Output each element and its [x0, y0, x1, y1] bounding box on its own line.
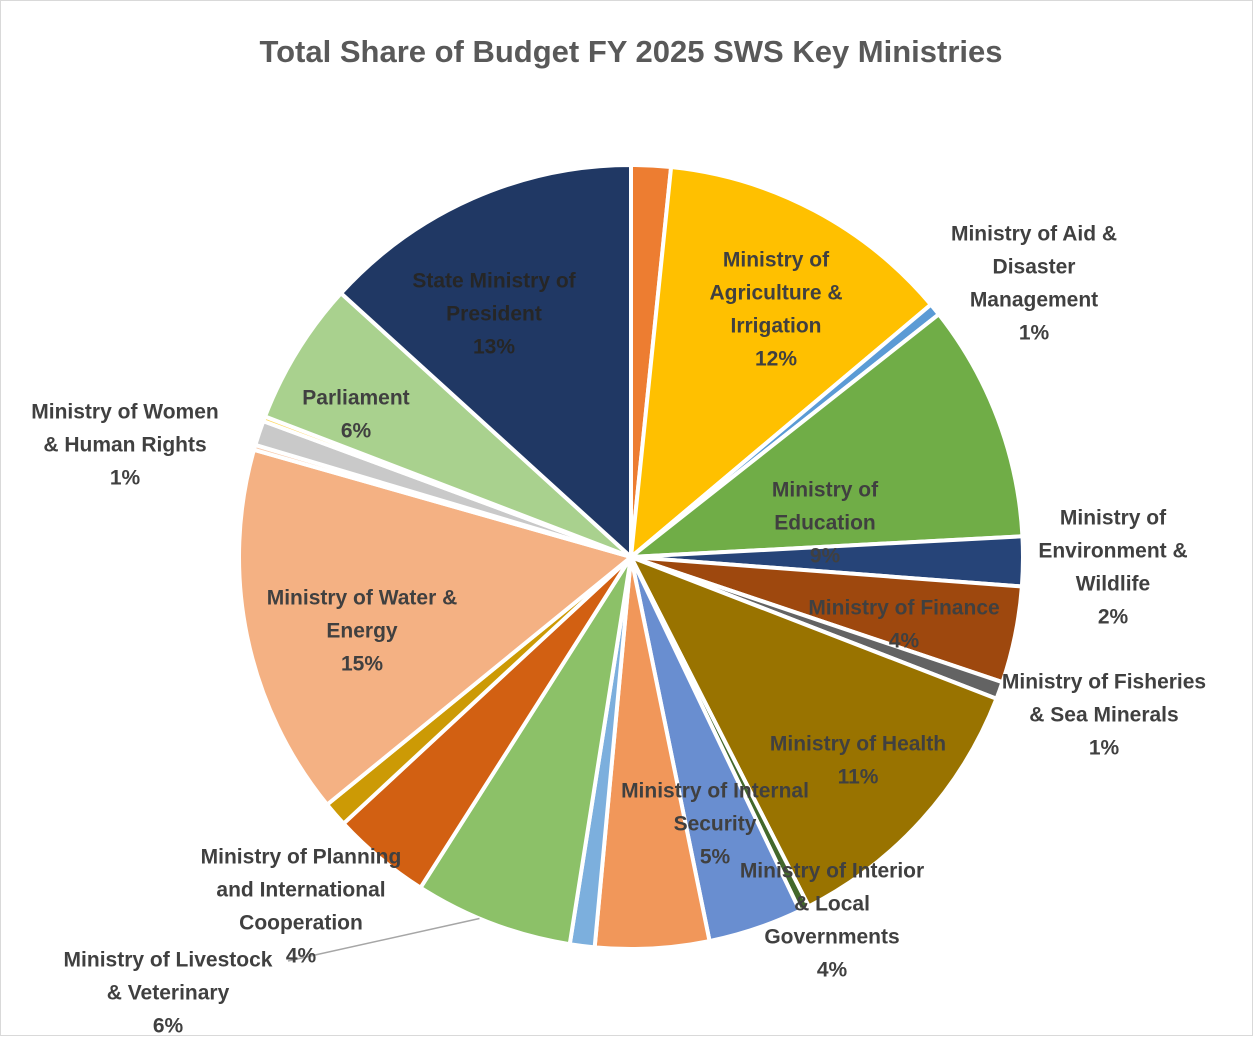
pie-slice-20 — [339, 163, 633, 559]
slice-label-line: President — [446, 302, 542, 325]
slice-label-line: Ministry of Internal — [621, 779, 809, 802]
slice-label-line: Security — [674, 812, 757, 835]
slice-label-15: Ministry of Water & Energy 15% — [267, 586, 458, 675]
slice-label-line: 6% — [341, 419, 372, 442]
slice-label-line: Disaster — [993, 255, 1076, 278]
slice-label-line: Education — [774, 511, 876, 534]
slice-label-line: State Ministry of — [412, 269, 576, 292]
slice-label-17: Ministry of Women & Human Rights 1% — [31, 400, 218, 489]
slice-label-line: 1% — [1019, 321, 1050, 344]
slice-label-line: and International — [216, 878, 385, 901]
slice-labels: Ministry of Agriculture & Irrigation 12%Min… — [31, 222, 1206, 1037]
slice-label-line: Environment & — [1038, 539, 1187, 562]
slice-label-line: 12% — [755, 347, 797, 370]
slice-label-line: 13% — [473, 335, 515, 358]
slice-label-line: & Sea Minerals — [1029, 703, 1178, 726]
slice-label-line: & Veterinary — [107, 981, 230, 1004]
slice-label-8: Ministry of Interior & Local Governments 4% — [740, 859, 924, 981]
slice-label-line: Ministry of Aid & — [951, 222, 1117, 245]
slice-label-line: 4% — [286, 944, 317, 967]
slice-label-line: & Human Rights — [43, 433, 206, 456]
slice-label-line: Governments — [764, 925, 899, 948]
slice-label-line: 6% — [153, 1014, 184, 1037]
pie-slice-1 — [629, 165, 933, 559]
pie-slices — [237, 163, 1025, 951]
slice-label-line: 2% — [1098, 605, 1129, 628]
pie-slice-7 — [629, 555, 999, 909]
slice-label-20: State Ministry of President 13% — [412, 269, 576, 358]
slice-label-line: Management — [970, 288, 1098, 311]
leader-line-livestock — [287, 917, 480, 962]
slice-label-line: 4% — [889, 629, 920, 652]
slice-label-7: Ministry of Health 11% — [770, 732, 946, 788]
slice-label-19: Parliament 6% — [302, 386, 409, 442]
slice-label-line: Ministry of — [723, 248, 830, 271]
slice-label-line: Ministry of Finance — [808, 596, 999, 619]
slice-label-13: Ministry of Planning and International Coo… — [201, 845, 402, 967]
slice-label-9: Ministry of Internal Security 5% — [621, 779, 809, 868]
slice-label-line: & Local — [794, 892, 870, 915]
slice-label-line: Ministry of — [1060, 506, 1167, 529]
slice-label-line: Ministry of Fisheries — [1002, 670, 1206, 693]
slice-label-line: Agriculture & — [709, 281, 842, 304]
slice-label-line: Irrigation — [730, 314, 821, 337]
slice-label-5: Ministry of Finance 4% — [808, 596, 999, 652]
slice-label-12: Ministry of Livestock & Veterinary 6% — [64, 948, 273, 1037]
slice-label-3: Ministry of Education 9% — [772, 478, 879, 567]
slice-label-line: 1% — [1089, 736, 1120, 759]
slice-label-line: Ministry of — [772, 478, 879, 501]
slice-label-line: 11% — [838, 765, 879, 788]
slice-label-line: Ministry of Planning — [201, 845, 402, 868]
pie-slice-19 — [263, 291, 633, 559]
slice-label-line: 1% — [110, 466, 141, 489]
slice-label-1: Ministry of Agriculture & Irrigation 12% — [709, 248, 842, 370]
pie-slice-15 — [237, 447, 633, 807]
pie-slice-3 — [629, 312, 1025, 559]
slice-label-line: Wildlife — [1076, 572, 1150, 595]
slice-label-line: 5% — [700, 845, 731, 868]
slice-label-line: Ministry of Health — [770, 732, 946, 755]
slice-label-line: 9% — [810, 544, 841, 567]
pie-slice-12 — [418, 555, 633, 947]
slice-label-4: Ministry of Environment & Wildlife 2% — [1038, 506, 1187, 628]
slice-label-line: Parliament — [302, 386, 409, 409]
slice-label-6: Ministry of Fisheries & Sea Minerals 1% — [1002, 670, 1206, 759]
slice-label-line: Ministry of Interior — [740, 859, 924, 882]
chart-title: Total Share of Budget FY 2025 SWS Key Mi… — [259, 34, 1002, 69]
slice-label-line: 4% — [817, 958, 848, 981]
slice-label-line: Ministry of Women — [31, 400, 218, 423]
slice-label-line: Cooperation — [239, 911, 363, 934]
slice-label-2: Ministry of Aid & Disaster Management 1% — [951, 222, 1117, 344]
slice-label-line: 15% — [341, 652, 383, 675]
slice-label-line: Ministry of Livestock — [64, 948, 273, 971]
leader-lines — [287, 917, 480, 962]
slice-label-line: Energy — [326, 619, 398, 642]
slice-label-line: Ministry of Water & — [267, 586, 458, 609]
